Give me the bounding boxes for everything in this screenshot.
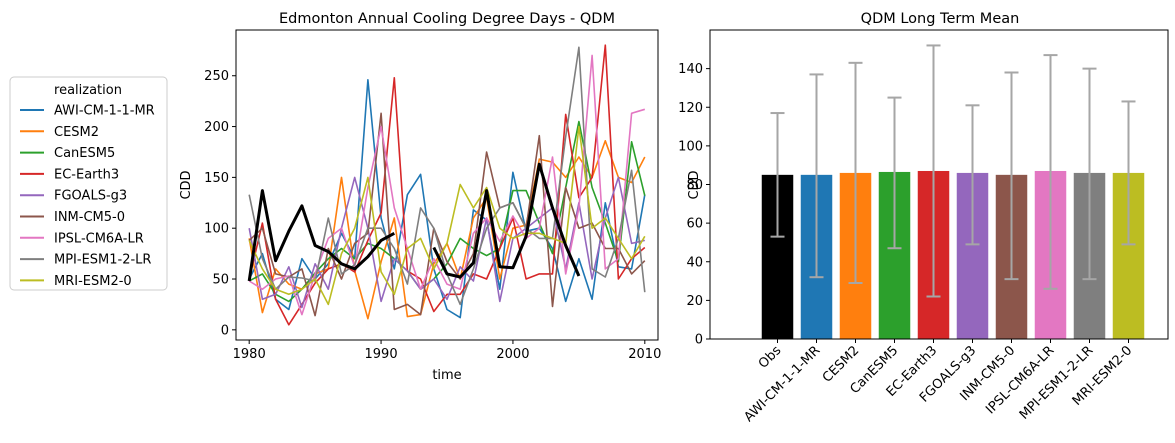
legend: realization AWI-CM-1-1-MR CESM2 CanESM5 EC-… <box>9 76 168 291</box>
x-tick-label: 2010 <box>628 347 661 362</box>
x-tick-label: 2000 <box>496 347 529 362</box>
bar-y-tick-label: 40 <box>686 255 703 270</box>
legend-label-mri-esm2-0: MRI-ESM2-0 <box>54 274 132 289</box>
line-x-axis-label: time <box>432 368 461 383</box>
legend-label-ipsl-cm6a-lr: IPSL-CM6A-LR <box>54 231 144 246</box>
y-tick-label: 50 <box>212 273 229 288</box>
line-plot-frame <box>235 29 659 341</box>
series-line-ec-earth3 <box>248 44 646 326</box>
legend-label-awi-cm-1-1-mr: AWI-CM-1-1-MR <box>54 104 155 119</box>
y-tick-label: 150 <box>204 171 229 186</box>
legend-label-cesm2: CESM2 <box>54 125 99 140</box>
line-chart-title: Edmonton Annual Cooling Degree Days - QD… <box>279 11 615 27</box>
line-y-axis-label: CDD <box>179 170 194 199</box>
observed-line <box>247 162 581 282</box>
y-tick-label: 0 <box>221 323 229 338</box>
bar-chart: QDM Long Term Mean ObsAWI-CM-1-1-MRCESM2… <box>678 11 1169 425</box>
bar-y-tick-label: 60 <box>686 217 703 232</box>
bar-x-tick-label: IPSL-CM6A-LR <box>983 343 1057 417</box>
bar-y-tick-label: 100 <box>678 139 703 154</box>
legend-label-mpi-esm1-2-lr: MPI-ESM1-2-LR <box>54 253 151 268</box>
bar-y-tick-label: 20 <box>686 294 703 309</box>
x-tick-label: 1990 <box>365 347 398 362</box>
x-tick-label: 1980 <box>233 347 266 362</box>
bar-y-tick-label: 140 <box>678 62 703 77</box>
legend-frame <box>9 76 168 291</box>
y-tick-label: 200 <box>204 120 229 135</box>
bar-y-axis-label: CDD <box>687 170 702 199</box>
series-line-ipsl-cm6a-lr <box>248 54 646 316</box>
legend-label-canesm5: CanESM5 <box>54 146 115 161</box>
y-tick-label: 250 <box>204 69 229 84</box>
series-line-inm-cm5-0 <box>248 112 646 317</box>
series-line-mri-esm2-0 <box>248 125 646 306</box>
bar-chart-title: QDM Long Term Mean <box>861 11 1020 27</box>
bar-y-tick-label: 0 <box>695 333 703 348</box>
legend-label-inm-cm5-0: INM-CM5-0 <box>54 210 125 225</box>
line-chart: Edmonton Annual Cooling Degree Days - QD… <box>179 11 661 383</box>
bar-y-tick-label: 80 <box>686 178 703 193</box>
legend-title: realization <box>54 83 122 98</box>
bar-y-tick-label: 120 <box>678 101 703 116</box>
legend-label-ec-earth3: EC-Earth3 <box>54 167 119 182</box>
legend-label-fgoals-g3: FGOALS-g3 <box>54 189 127 204</box>
y-tick-label: 100 <box>204 222 229 237</box>
bar-x-tick-label: Obs <box>756 343 785 372</box>
